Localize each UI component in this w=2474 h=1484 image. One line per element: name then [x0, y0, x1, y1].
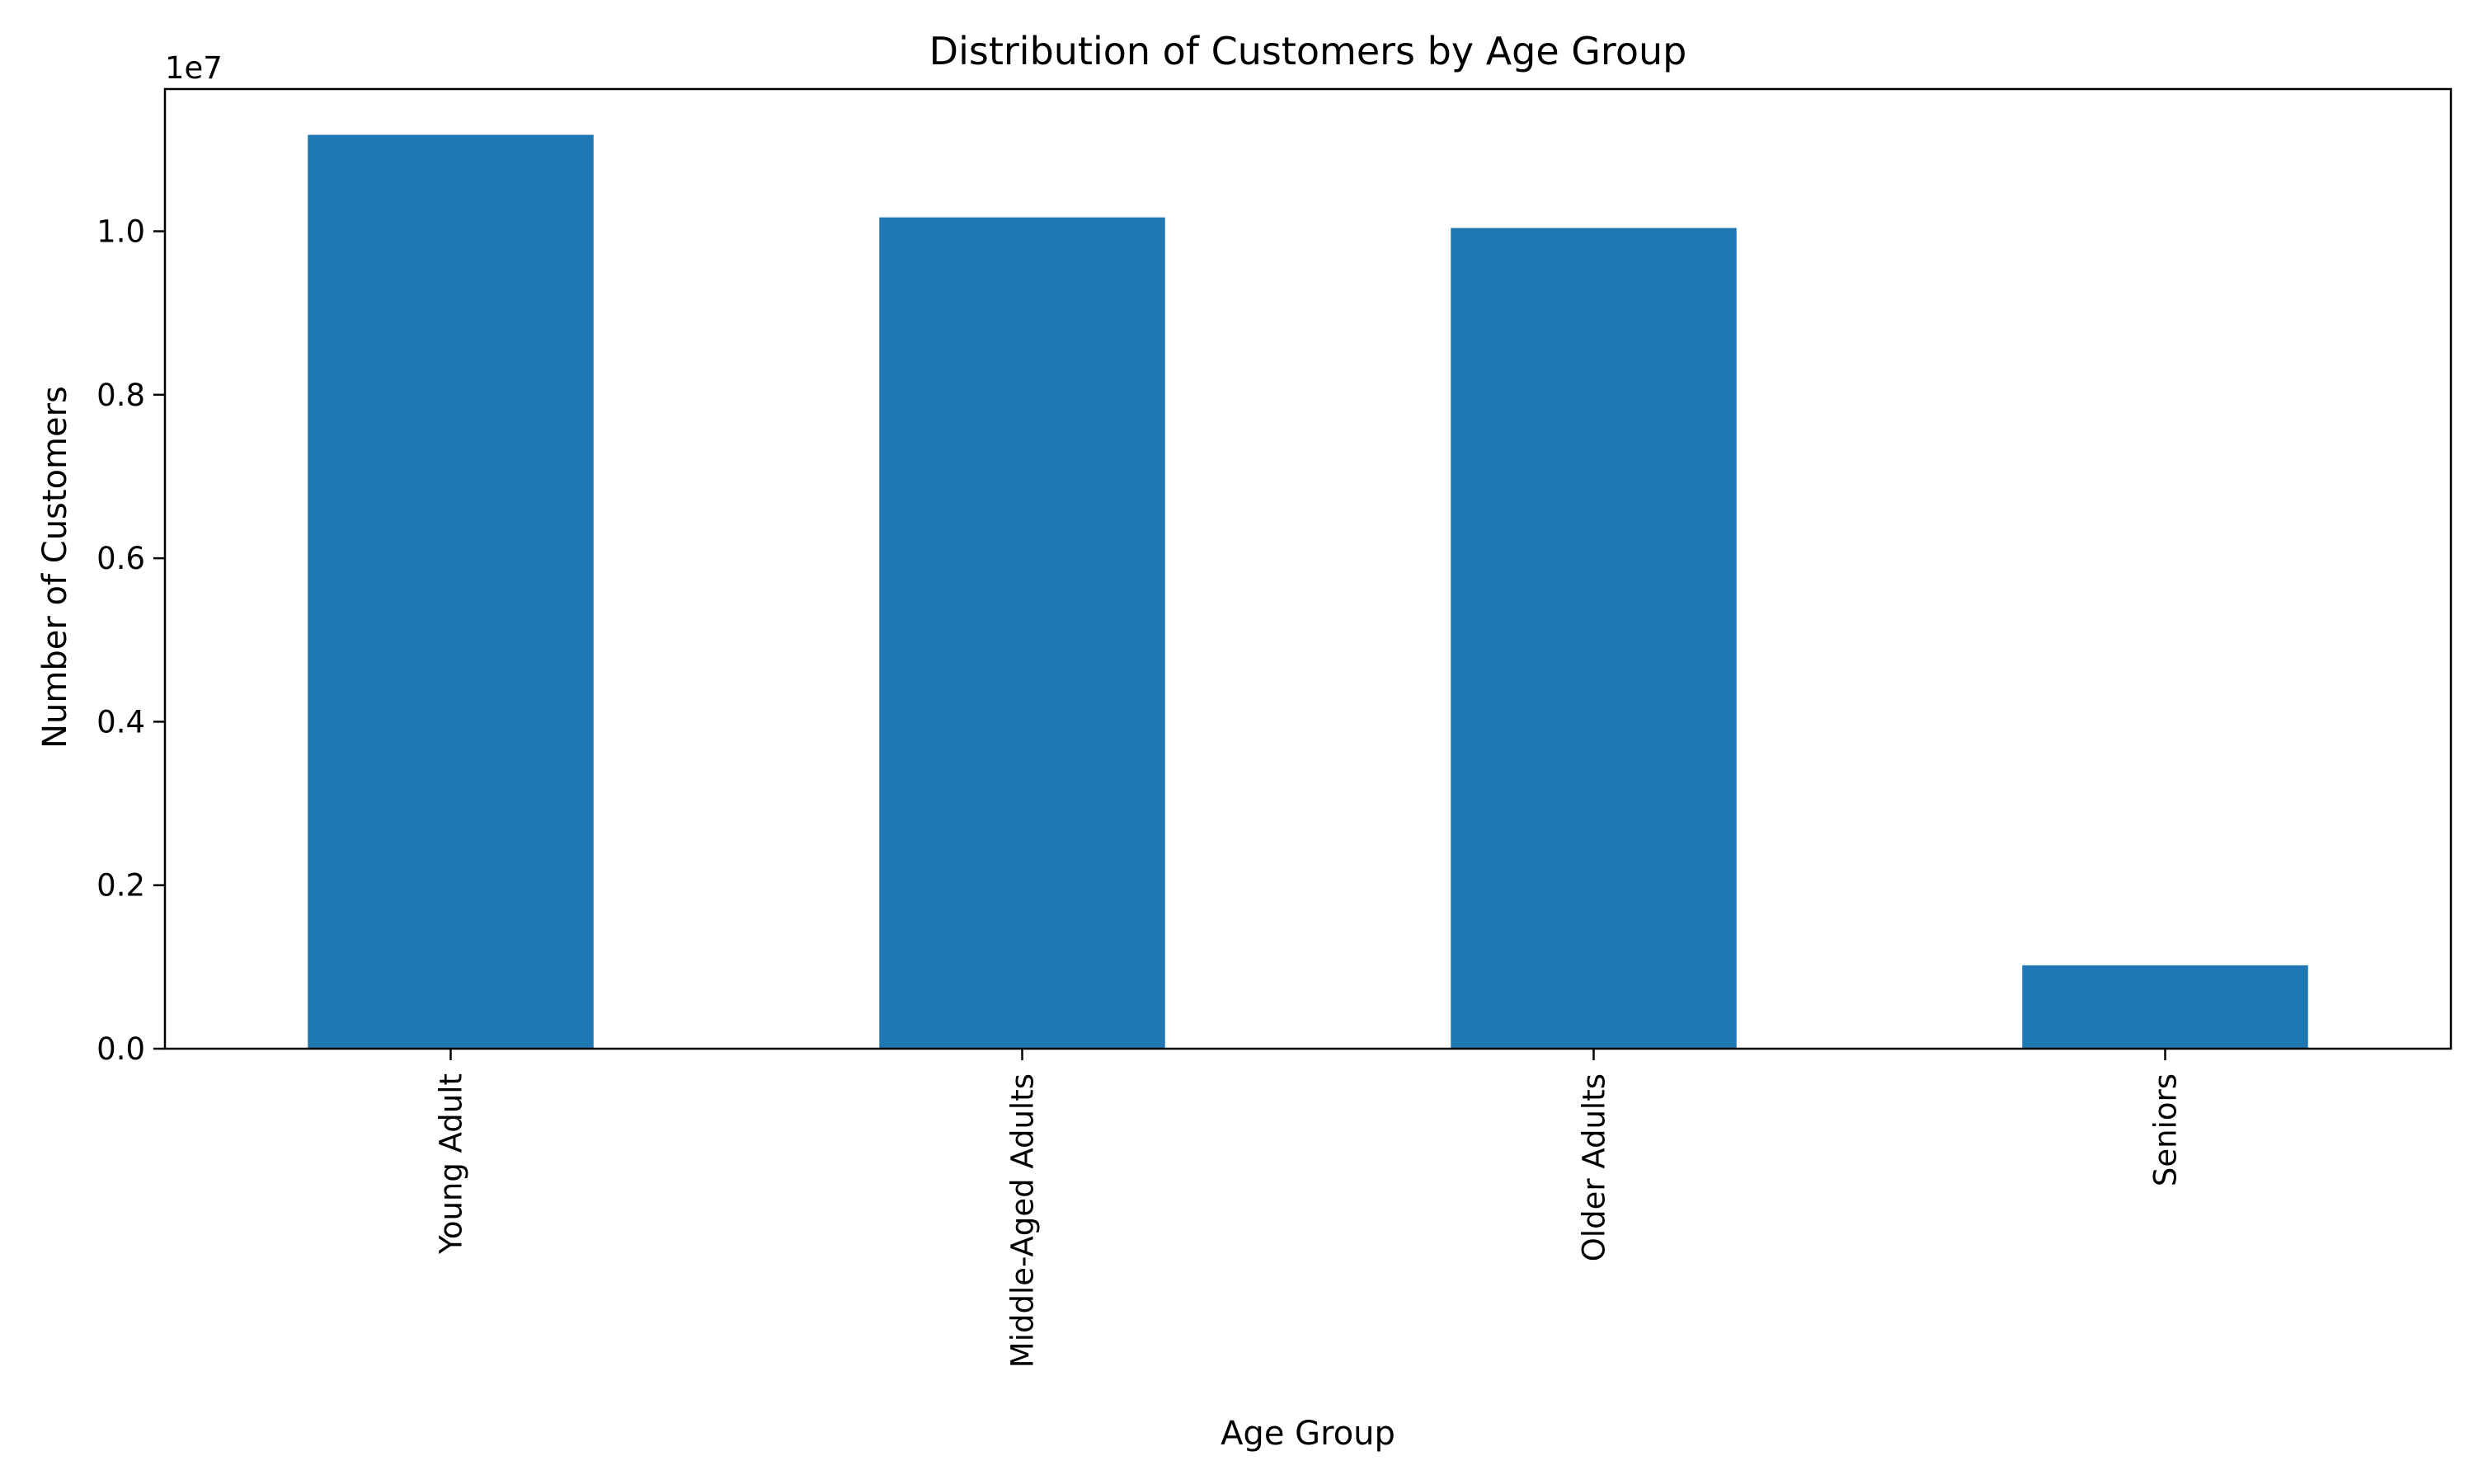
y-tick-label-0: 0.0 [96, 1031, 145, 1067]
bar-2 [1451, 228, 1737, 1049]
chart-title: Distribution of Customers by Age Group [929, 29, 1687, 73]
y-tick-label-4: 0.8 [96, 378, 145, 413]
x-tick-label-0: Young Adult [434, 1073, 469, 1255]
bar-3 [2022, 965, 2308, 1049]
plot-frame [163, 87, 2453, 1050]
y-tick-label-2: 0.4 [96, 704, 145, 740]
bar-0 [308, 134, 594, 1050]
y-offset-text: 1e7 [165, 50, 223, 86]
y-axis-label: Number of Customers [36, 386, 74, 749]
x-tick-label-1: Middle-Aged Adults [1005, 1073, 1041, 1368]
y-ticks-group: 0.0 0.2 0.4 0.6 0.8 1.0 [96, 214, 165, 1067]
y-tick-label-1: 0.2 [96, 868, 145, 904]
y-tick-label-3: 0.6 [96, 541, 145, 576]
x-ticks-group: Young Adult Middle-Aged Adults Older Adult… [434, 1049, 2184, 1368]
bar-1 [879, 217, 1165, 1049]
x-axis-label: Age Group [1221, 1415, 1395, 1453]
bars-group [308, 134, 2308, 1050]
y-tick-label-5: 1.0 [96, 214, 145, 250]
x-tick-label-2: Older Adults [1577, 1073, 1612, 1261]
x-tick-label-3: Seniors [2148, 1073, 2184, 1186]
